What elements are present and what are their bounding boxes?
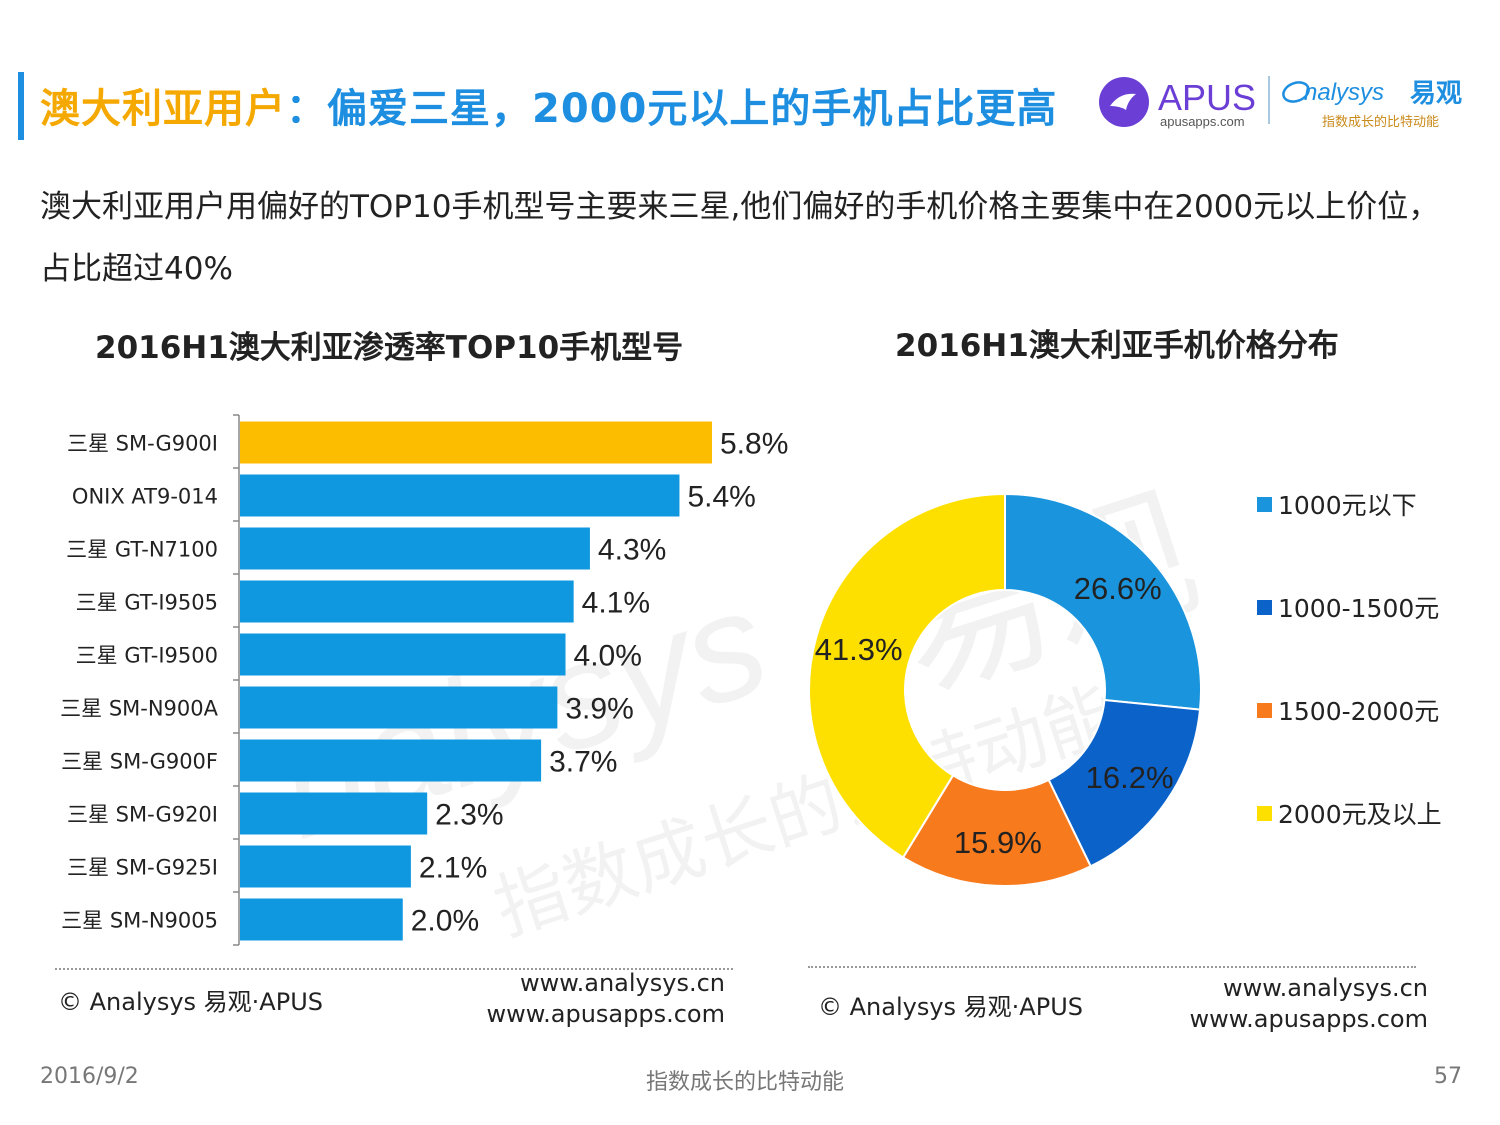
- bar-value-label: 5.8%: [720, 428, 788, 461]
- bar-value-label: 5.4%: [687, 481, 755, 514]
- legend-label: 1500-2000元: [1278, 697, 1439, 726]
- page-title: 澳大利亚用户：偏爱三星，2000元以上的手机占比更高: [40, 76, 1057, 134]
- apus-wing-icon: [1110, 93, 1136, 110]
- bar-category-label: 三星 SM-N900A: [60, 697, 218, 721]
- bar-category-label: 三星 SM-G900F: [61, 750, 218, 774]
- legend-label: 2000元及以上: [1278, 800, 1442, 829]
- bar-category-label: 三星 SM-G900I: [67, 432, 218, 456]
- bar-9: [240, 845, 411, 888]
- title-highlight: 澳大利亚用户: [40, 86, 286, 132]
- footer-date: 2016/9/2: [40, 1064, 139, 1089]
- donut-chart-title: 2016H1澳大利亚手机价格分布: [895, 328, 1339, 364]
- bar-6: [240, 686, 558, 729]
- legend-label: 1000元以下: [1278, 491, 1417, 520]
- bar-value-label: 3.9%: [565, 693, 633, 726]
- bar-value-label: 2.0%: [411, 905, 479, 938]
- bar-footer-divider: [55, 968, 733, 970]
- legend-swatch: [1257, 497, 1272, 512]
- bar-category-label: 三星 SM-G920I: [67, 803, 218, 827]
- analysys-logo-slogan: 指数成长的比特动能: [1322, 114, 1439, 130]
- logo-divider: [1268, 76, 1270, 124]
- bar-source-url-analysys: www.analysys.cn: [519, 969, 725, 997]
- donut-slice-2: [1047, 698, 1202, 868]
- donut-slice-label: 16.2%: [1086, 760, 1174, 795]
- bar-category-label: 三星 GT-N7100: [66, 538, 218, 562]
- legend-swatch: [1257, 703, 1272, 718]
- footer-slogan: 指数成长的比特动能: [646, 1070, 845, 1095]
- legend-swatch: [1257, 806, 1272, 821]
- donut-slice-3: [901, 774, 1093, 887]
- analysys-logo: nalysys 易观 指数成长的比特动能: [1282, 79, 1462, 130]
- donut-slice-4: [808, 492, 1006, 859]
- bar-copyright: © Analysys 易观·APUS: [58, 988, 323, 1016]
- pie-source-url-apus: www.apusapps.com: [1189, 1005, 1428, 1033]
- title-rest: ：偏爱三星，2000元以上的手机占比更高: [286, 86, 1058, 132]
- donut-slice-label: 26.6%: [1074, 571, 1162, 606]
- bar-category-label: 三星 SM-G925I: [67, 856, 218, 880]
- apus-logo: APUS apusapps.com: [1099, 77, 1256, 129]
- bar-2: [240, 474, 680, 517]
- bar-value-label: 3.7%: [549, 746, 617, 779]
- bar-3: [240, 527, 590, 570]
- subtitle: 澳大利亚用户用偏好的TOP10手机型号主要来三星,他们偏好的手机价格主要集中在2…: [40, 189, 1440, 287]
- pie-source-urls: www.analysys.cn www.apusapps.com: [1170, 973, 1428, 1035]
- bar-5: [240, 633, 566, 676]
- bar-8: [240, 792, 428, 835]
- analysys-logo-name: nalysys: [1304, 79, 1384, 106]
- donut-slice-label: 15.9%: [954, 825, 1042, 860]
- analysys-a-mark-icon: [1282, 81, 1310, 103]
- bar-value-label: 4.0%: [574, 640, 642, 673]
- bar-value-label: 4.1%: [582, 587, 650, 620]
- bar-value-label: 2.1%: [419, 852, 487, 885]
- bar-value-label: 4.3%: [598, 534, 666, 567]
- title-accent-bar: [18, 72, 24, 140]
- donut-slice-label: 41.3%: [815, 632, 903, 667]
- page-number: 57: [1434, 1064, 1462, 1089]
- bar-1: [240, 421, 712, 464]
- legend-label: 1000-1500元: [1278, 594, 1439, 623]
- bar-source-url-apus: www.apusapps.com: [486, 1000, 725, 1028]
- bar-chart-title: 2016H1澳大利亚渗透率TOP10手机型号: [95, 330, 684, 366]
- pie-source-url-analysys: www.analysys.cn: [1222, 974, 1428, 1002]
- legend-swatch: [1257, 600, 1272, 615]
- bar-source-urls: www.analysys.cn www.apusapps.com: [470, 968, 725, 1030]
- bar-category-label: 三星 GT-I9500: [76, 644, 218, 668]
- apus-logo-name: APUS: [1158, 77, 1256, 118]
- bar-category-label: ONIX AT9-014: [72, 485, 218, 509]
- analysys-logo-cn: 易观: [1410, 79, 1462, 109]
- bar-category-label: 三星 SM-N9005: [61, 909, 218, 933]
- apus-logo-domain: apusapps.com: [1160, 114, 1245, 129]
- bar-category-label: 三星 GT-I9505: [76, 591, 218, 615]
- pie-footer-divider: [808, 966, 1416, 968]
- bar-value-label: 2.3%: [435, 799, 503, 832]
- donut-slice-1: [1004, 492, 1202, 711]
- bar-10: [240, 898, 403, 941]
- bar-4: [240, 580, 574, 623]
- pie-copyright: © Analysys 易观·APUS: [818, 993, 1083, 1021]
- bar-7: [240, 739, 542, 782]
